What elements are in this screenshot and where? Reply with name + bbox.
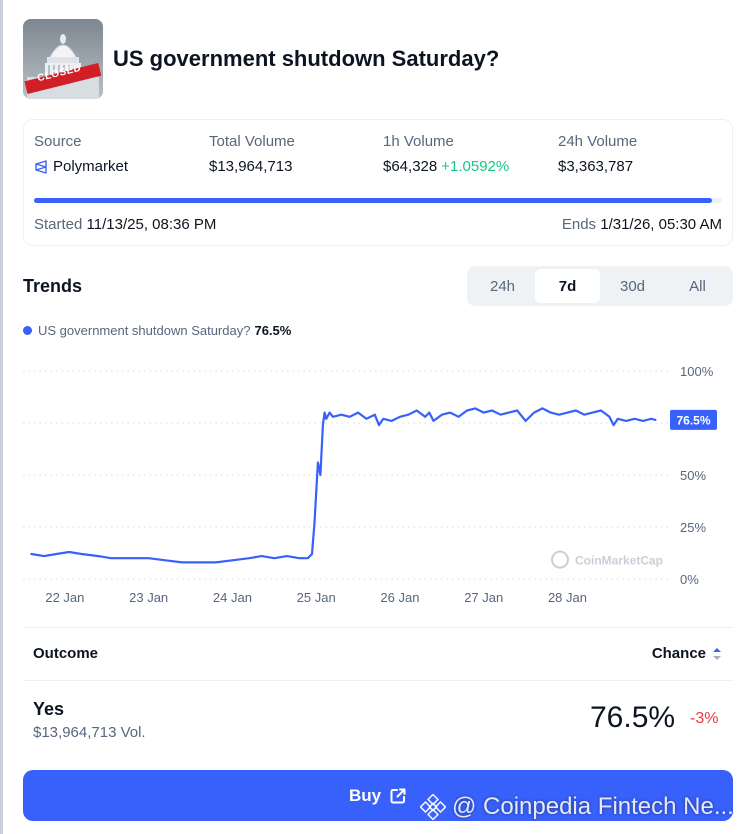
source-link[interactable]: Polymarket	[34, 158, 128, 175]
legend-series-value: 76.5%	[254, 323, 292, 338]
outcome-yes-volume: $13,964,713 Vol.	[33, 724, 146, 741]
outcome-header: Outcome	[33, 645, 99, 662]
outcome-yes-delta: -3%	[690, 710, 719, 727]
market-dates: Started 11/13/25, 08:36 PM Ends 1/31/26,…	[34, 216, 722, 233]
x-tick-label: 24 Jan	[213, 590, 252, 605]
y-tick-label: 25%	[680, 520, 706, 535]
started-value: 11/13/25, 08:36 PM	[86, 216, 217, 233]
outcome-yes-label: Yes	[33, 699, 65, 719]
polymarket-icon	[35, 159, 47, 174]
h1-volume-value: $64,328	[383, 158, 438, 175]
sort-icon	[713, 647, 721, 660]
ends-date: Ends 1/31/26, 05:30 AM	[562, 216, 722, 233]
trends-title: Trends	[23, 276, 83, 296]
y-tick-label: 100%	[680, 364, 714, 379]
market-info-card: Source Polymarket Total Volume $13,964,7…	[23, 119, 733, 246]
legend-series-name: US government shutdown Saturday?	[38, 323, 251, 338]
chance-header[interactable]: Chance	[652, 645, 722, 662]
external-link-icon	[390, 788, 406, 803]
h1-volume-change: +1.0592%	[441, 158, 510, 175]
chance-header-label: Chance	[651, 645, 706, 662]
coinpedia-watermark: @ Coinpedia Fintech Ne...	[420, 793, 734, 821]
coinmarketcap-logo-icon	[551, 550, 569, 569]
ends-label: Ends	[561, 216, 597, 233]
h1-volume-row: $64,328 +1.0592%	[383, 158, 509, 175]
watermark-text: @ Coinpedia Fintech Ne...	[452, 793, 734, 820]
trend-chart: 0% 25% 50% 100% 22 Jan 23 Jan 24 Jan 25 Jan 26 J…	[23, 364, 717, 605]
left-edge-border	[0, 0, 3, 834]
started-label: Started	[34, 216, 83, 233]
chart-legend: US government shutdown Saturday? 76.5%	[23, 323, 291, 338]
started-date: Started 11/13/25, 08:36 PM	[34, 216, 216, 233]
x-tick-label: 28 Jan	[548, 590, 587, 605]
market-progress-bar	[34, 198, 722, 203]
source-label: Source	[34, 133, 82, 150]
capitol-image-icon	[23, 19, 103, 99]
market-header: CLOSED US government shutdown Saturday?	[23, 19, 499, 99]
total-volume-label: Total Volume	[209, 133, 295, 150]
buy-button[interactable]: Buy	[23, 770, 733, 821]
total-volume-value: $13,964,713	[209, 158, 293, 175]
outcome-yes-chance: 76.5%	[590, 701, 676, 734]
h24-volume-value: $3,363,787	[558, 158, 634, 175]
outcomes-divider-top	[23, 627, 733, 628]
last-value-label: 76.5%	[676, 413, 710, 427]
h1-volume-label: 1h Volume	[383, 133, 454, 150]
source-value: Polymarket	[53, 158, 129, 175]
tab-all[interactable]: All	[689, 277, 706, 295]
y-tick-label: 0%	[680, 572, 699, 587]
x-tick-label: 25 Jan	[297, 590, 336, 605]
tab-30d[interactable]: 30d	[619, 277, 646, 295]
x-tick-label: 27 Jan	[464, 590, 503, 605]
binance-logo-icon	[420, 794, 446, 820]
total-volume-column: Total Volume $13,964,713	[209, 133, 295, 175]
timeframe-tabs: 24h 7d 30d All	[467, 266, 733, 306]
x-tick-label: 23 Jan	[129, 590, 168, 605]
legend-dot	[23, 326, 32, 335]
market-progress-fill	[34, 198, 712, 203]
market-thumbnail: CLOSED	[23, 19, 103, 99]
y-tick-label: 50%	[680, 468, 706, 483]
h24-volume-column: 24h Volume $3,363,787	[558, 133, 637, 175]
market-title: US government shutdown Saturday?	[113, 46, 500, 71]
ends-value: 1/31/26, 05:30 AM	[600, 216, 722, 233]
series-line	[30, 407, 657, 564]
buy-button-label: Buy	[348, 785, 382, 805]
source-column: Source Polymarket	[34, 133, 128, 175]
outcomes-divider-header	[23, 680, 733, 681]
h24-volume-label: 24h Volume	[558, 133, 638, 150]
last-value-badge	[670, 409, 717, 430]
chart-watermark: CoinMarketCap	[575, 554, 663, 568]
x-tick-label: 26 Jan	[380, 590, 419, 605]
tab-7d[interactable]: 7d	[535, 269, 600, 303]
tab-24h[interactable]: 24h	[489, 277, 516, 295]
x-tick-label: 22 Jan	[45, 590, 84, 605]
h1-volume-column: 1h Volume $64,328 +1.0592%	[383, 133, 509, 175]
